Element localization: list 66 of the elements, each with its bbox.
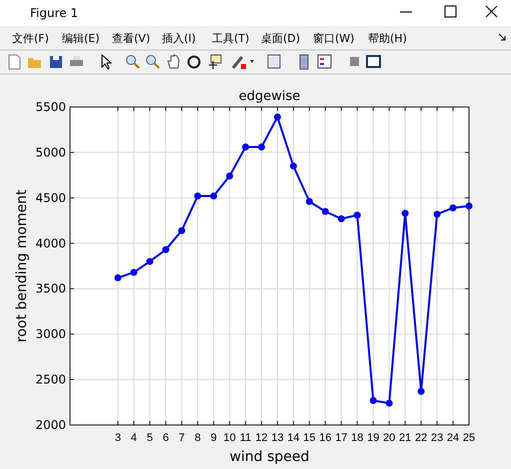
point: [114, 274, 122, 282]
point: [418, 388, 425, 395]
text: 插入(I): [162, 32, 196, 45]
point: [146, 258, 154, 265]
x-tick-label: 24: [446, 432, 460, 444]
y-tick-label: 3500: [35, 282, 66, 296]
point: [466, 202, 472, 210]
text: 帮助(H): [368, 32, 407, 45]
point: [322, 208, 329, 215]
x-tick-label: 6: [162, 432, 169, 444]
point: [210, 192, 218, 200]
point: [290, 162, 297, 170]
point: [242, 143, 250, 150]
point: [450, 204, 457, 212]
x-tick-label: 23: [430, 432, 444, 444]
chart-title: edgewise: [238, 89, 300, 104]
y-tick-label: 3000: [35, 327, 66, 342]
x-tick-label: 22: [414, 432, 428, 444]
x-tick-label: 16: [319, 432, 332, 444]
y-tick-label: 4500: [35, 190, 66, 205]
text: 查看(V): [112, 32, 150, 45]
x-tick-label: 20: [383, 432, 396, 444]
point: [338, 215, 345, 222]
y-tick-label: 5000: [35, 145, 66, 160]
x-tick-label: 15: [303, 432, 316, 444]
text: 窗口(W): [313, 32, 354, 45]
text: 编辑(E): [62, 32, 100, 45]
point: [386, 400, 393, 407]
x-tick-label: 8: [194, 432, 201, 444]
x-tick-label: 9: [210, 432, 217, 444]
x-tick-label: 14: [287, 432, 300, 444]
y-tick-label: 5500: [35, 100, 66, 114]
x-tick-label: 25: [462, 432, 476, 444]
caption: Figure 1: [30, 6, 78, 20]
x-tick-label: 11: [240, 432, 252, 444]
point: [130, 268, 138, 276]
y-tick-label: 4000: [35, 236, 66, 250]
point: [162, 246, 170, 254]
x-tick-label: 21: [399, 432, 412, 444]
y-axis-title: root bending moment: [14, 189, 30, 342]
point: [258, 143, 266, 150]
point: [194, 192, 202, 200]
point: [354, 212, 361, 219]
point: [274, 113, 281, 120]
y-tick-label: 2500: [35, 372, 66, 387]
x-tick-label: 4: [130, 432, 137, 444]
x-tick-label: 17: [335, 432, 348, 444]
x-tick-label: 7: [178, 432, 185, 444]
x-tick-label: 12: [255, 432, 268, 444]
text: 桌面(D): [261, 32, 300, 45]
x-tick-label: 19: [367, 432, 380, 444]
x-axis-title: wind speed: [230, 449, 310, 465]
point: [402, 210, 409, 217]
x-tick-label: 3: [114, 432, 121, 444]
point: [370, 396, 377, 404]
x-tick-label: 5: [146, 432, 153, 444]
x-tick-label: 10: [223, 432, 236, 444]
text: 文件(F): [12, 32, 49, 45]
text: 工具(T): [212, 32, 250, 45]
y-tick-label: 2000: [35, 418, 66, 432]
point: [226, 172, 234, 180]
point: [434, 210, 441, 218]
point: [178, 227, 186, 234]
x-tick-label: 18: [351, 432, 364, 444]
point: [306, 198, 313, 205]
x-tick-label: 13: [271, 432, 284, 444]
